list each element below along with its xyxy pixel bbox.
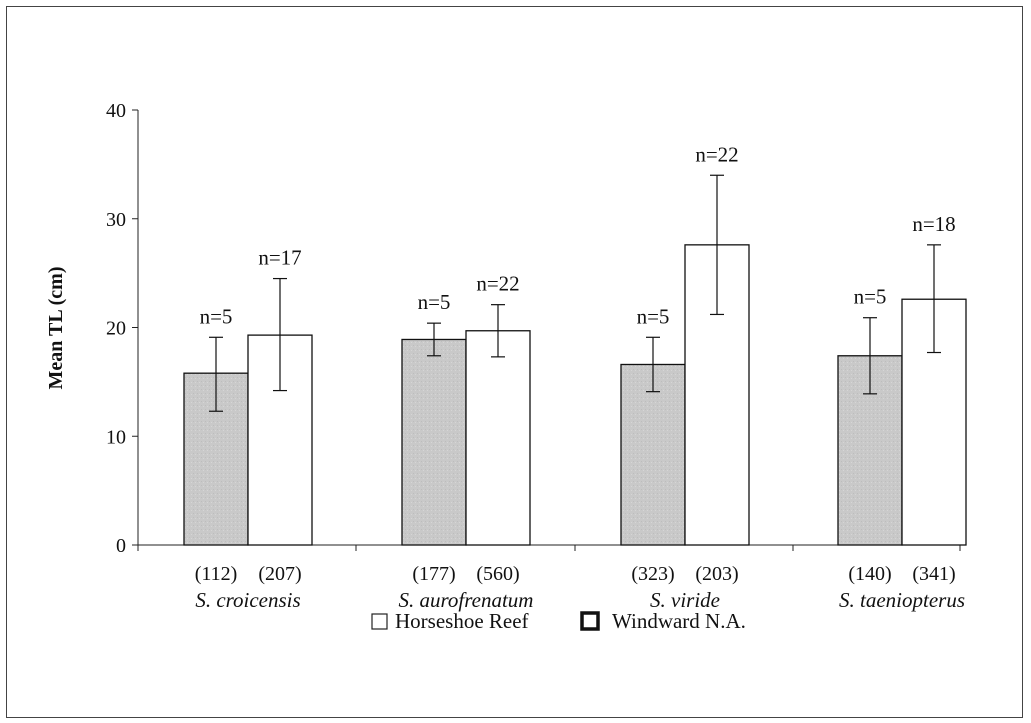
count-label: (207)	[258, 563, 301, 585]
sample-size-label: n=22	[476, 272, 519, 296]
y-tick-label: 0	[116, 535, 126, 557]
y-axis-label: Mean TL (cm)	[45, 267, 67, 390]
legend-swatch-windward-na	[580, 611, 600, 631]
sample-size-label: n=5	[637, 304, 670, 328]
sample-size-label: n=18	[912, 212, 955, 236]
plot-area: 0 10 20 30 40 n=5 (112) n=17 (207) S. croicensis n…	[106, 100, 967, 612]
category-label: S. taeniopterus	[839, 588, 965, 612]
count-label: (140)	[848, 563, 891, 585]
sample-size-label: n=5	[854, 285, 887, 309]
category-label: S. viride	[650, 588, 720, 612]
legend-swatch-horseshoe-reef	[371, 613, 388, 630]
count-label: (341)	[912, 563, 955, 585]
legend: Horseshoe Reef Windward N.A.	[371, 609, 746, 633]
y-tick-label: 10	[106, 426, 126, 448]
category-label: S. aurofrenatum	[399, 588, 534, 612]
bar-windward-na	[465, 330, 531, 546]
count-label: (177)	[412, 563, 455, 585]
y-tick-label: 40	[106, 100, 126, 122]
sample-size-label: n=22	[695, 142, 738, 166]
bar-horseshoe-reef	[401, 338, 467, 546]
legend-label-horseshoe-reef: Horseshoe Reef	[395, 609, 529, 633]
sample-size-label: n=5	[200, 304, 233, 328]
sample-size-label: n=17	[258, 246, 301, 270]
count-label: (323)	[631, 563, 674, 585]
count-label: (560)	[476, 563, 519, 585]
count-label: (112)	[195, 563, 238, 585]
bar-horseshoe-reef	[620, 363, 686, 546]
y-tick-label: 20	[106, 318, 126, 340]
count-label: (203)	[695, 563, 738, 585]
legend-label-windward-na: Windward N.A.	[612, 609, 746, 633]
category-label: S. croicensis	[195, 588, 300, 612]
y-tick-label: 30	[106, 209, 126, 231]
sample-size-label: n=5	[418, 290, 451, 314]
